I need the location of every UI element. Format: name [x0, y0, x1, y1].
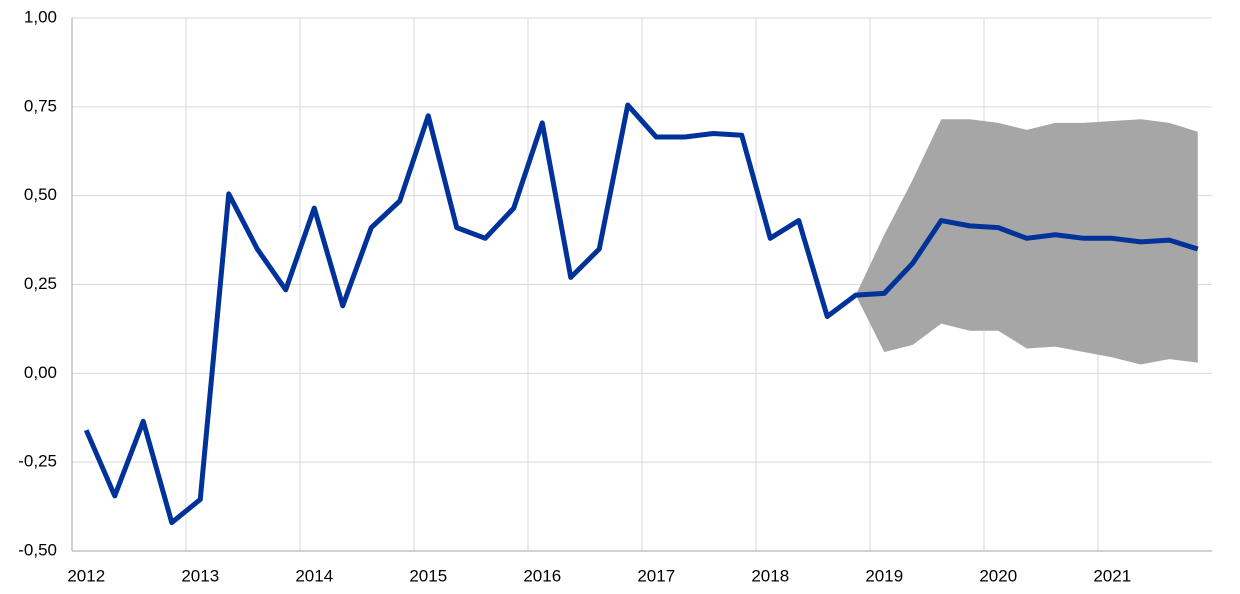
y-tick-label: 0,50 [24, 185, 57, 204]
x-tick-label: 2016 [523, 566, 561, 585]
data-line [83, 102, 1199, 526]
x-tick-label: 2015 [409, 566, 447, 585]
y-tick-label: 0,00 [24, 363, 57, 382]
y-tick-label: 1,00 [24, 7, 57, 26]
x-tick-label: 2021 [1093, 566, 1131, 585]
x-tick-label: 2018 [751, 566, 789, 585]
range-band [855, 119, 1198, 365]
x-tick-label: 2013 [181, 566, 219, 585]
x-tick-label: 2014 [295, 566, 333, 585]
y-tick-label: 0,75 [24, 96, 57, 115]
y-tick-label: -0,25 [18, 452, 57, 471]
y-tick-label: -0,50 [18, 540, 57, 559]
y-tick-label: 0,25 [24, 274, 57, 293]
x-tick-label: 2012 [67, 566, 105, 585]
x-tick-label: 2019 [865, 566, 903, 585]
x-tick-label: 2017 [637, 566, 675, 585]
x-tick-label: 2020 [979, 566, 1017, 585]
